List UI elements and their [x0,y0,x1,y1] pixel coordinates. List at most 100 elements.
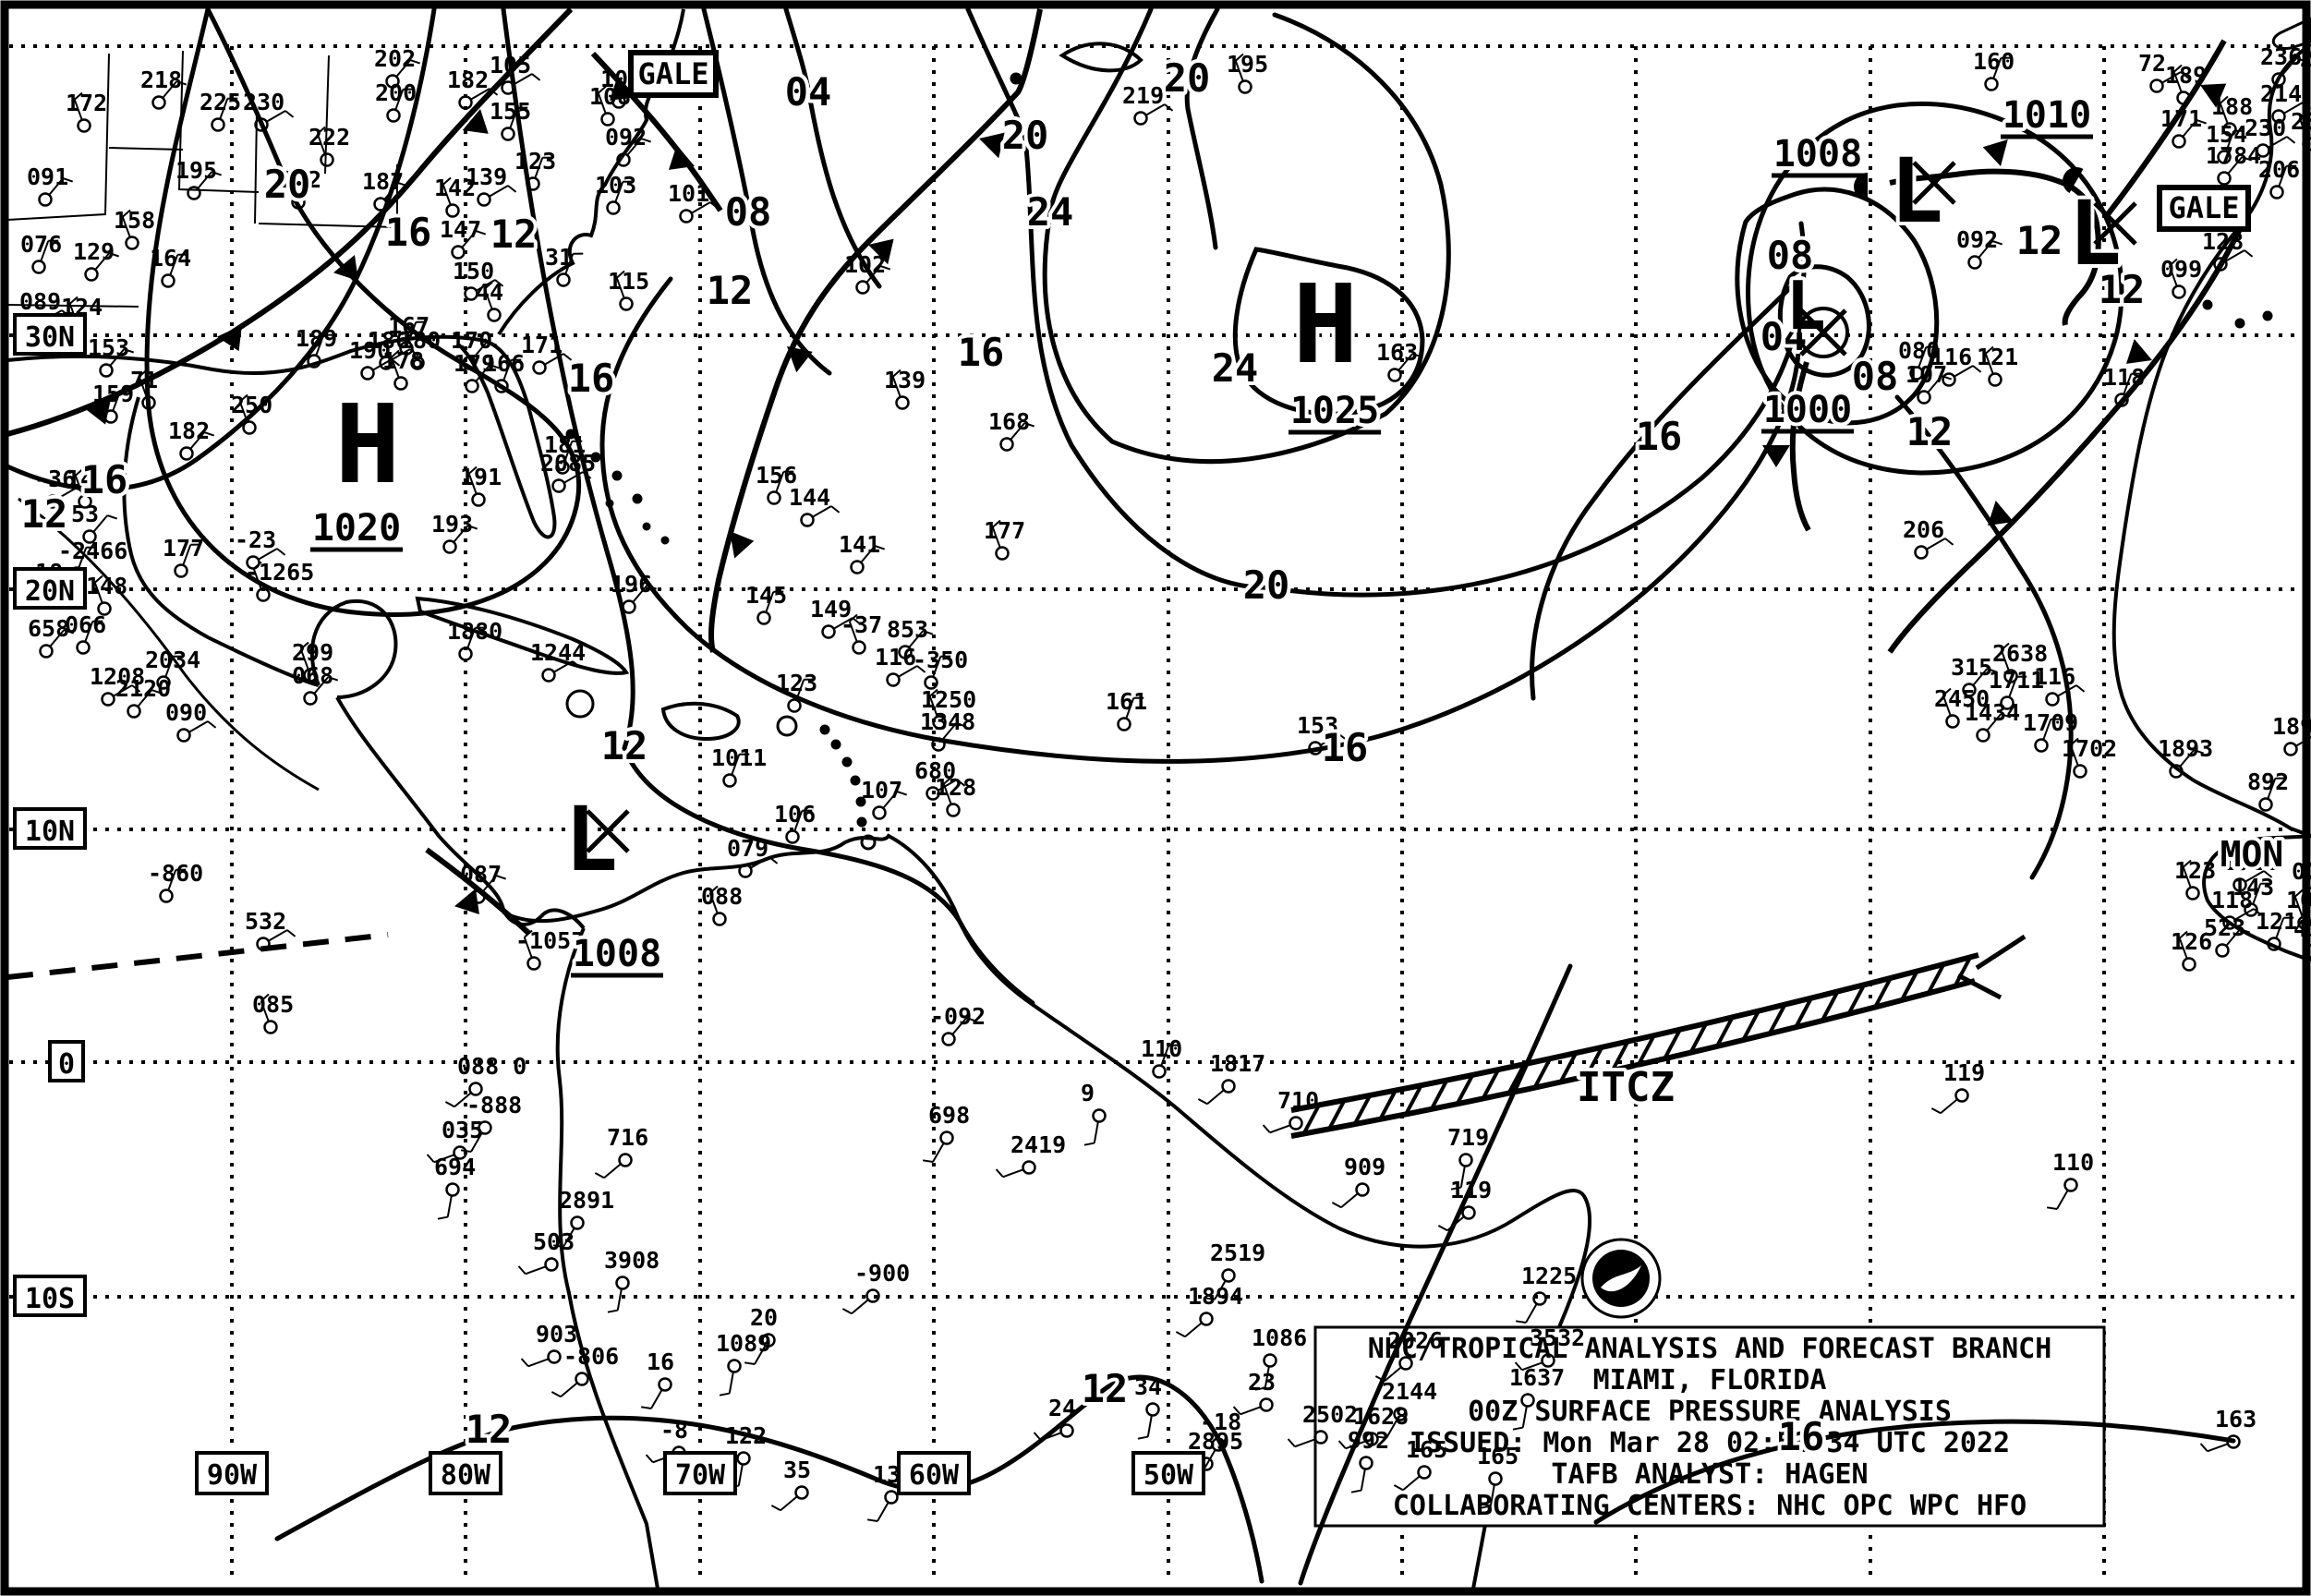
itcz-hatch-icon [1663,1029,1682,1059]
front-line [6,6,574,437]
wind-barb-feather-icon [2179,930,2188,939]
isobar-value-label: 20 [264,162,311,207]
station-value: 068 [292,662,333,689]
station-plot: 2120 [115,675,171,719]
station-plot: 143 [2232,874,2274,917]
mon-label: MON [2217,830,2288,878]
wind-barb-feather-icon [1350,1489,1361,1493]
station-circle-icon [2258,797,2273,812]
station-value: 2144 [1382,1378,1437,1405]
wind-barb-feather-icon [75,467,84,477]
station-value: 909 [1344,1154,1385,1180]
station-plot: 163 [1376,339,1423,382]
station-circle-icon [2217,171,2232,186]
pressure-value: 1000 [1763,389,1852,431]
station-circle-icon [619,296,634,311]
state-border [6,53,110,221]
wind-barb-icon [560,1382,578,1398]
wind-barb-icon [467,473,478,494]
station-value: 148 [86,573,127,599]
station-plot: -806 [551,1343,619,1398]
station-circle-icon [82,529,97,544]
station-circle-icon [125,236,139,250]
station-circle-icon [393,376,408,391]
isobar [701,6,832,376]
isobar [1894,394,2074,880]
wind-barb-icon [2123,373,2133,394]
station-plot: -860 [148,860,203,903]
wind-barb-feather-icon [286,929,296,937]
station-circle-icon [320,152,334,167]
station-value: 892 [2247,768,2289,795]
lat-label-box [13,1275,87,1317]
island [565,689,595,719]
station-plot: 315 [1951,654,1998,697]
wind-barb-feather-icon [866,1518,878,1522]
wind-barb-feather-icon [2286,136,2296,144]
itcz-hatch-icon [1873,977,1893,1008]
front-line [1789,361,1811,532]
front-line [1887,222,2245,654]
station-circle-icon [2182,957,2196,972]
station-circle-icon [941,1032,956,1046]
station-value: 163 [1376,339,1418,366]
isobar-value-label: 24 [1027,189,1074,235]
island [611,470,623,481]
wind-barb-icon [775,471,785,492]
station-circle-icon [2034,738,2049,753]
station-circle-icon [99,363,114,378]
station-plot: 1893 [2158,735,2213,779]
info-box-line: COLLABORATING CENTERS: NHC OPC WPC HFO [1393,1490,2027,1522]
station-value: 156 [756,462,797,489]
wind-barb-icon [2275,917,2285,938]
wind-barb-icon [603,1163,622,1179]
station-value: 144 [789,484,830,511]
station-plot: 103 [595,172,636,215]
itcz-hatch-icon [1927,963,1945,994]
station-value: 107 [861,777,902,804]
station-plot: 160 [1973,48,2015,91]
wind-barb-icon [527,1358,549,1368]
station-plot: 163 [2199,1406,2257,1453]
station-value: 141 [839,531,880,558]
station-plot: 698 [922,1102,970,1163]
station-circle-icon [303,668,318,683]
station-plot: 1637 [1509,1364,1565,1431]
station-value: 1817 [1210,1050,1265,1077]
station-value: 2891 [559,1187,614,1214]
grid-edge-labels: 30N 20N 10N 0 10S 90W 80W 70W 60W 50W [13,313,1205,1495]
isobar-value-label: 12 [466,1407,513,1452]
itcz-band-tail [1956,973,2002,1000]
station-plot: 1894 [1175,1283,1243,1338]
wind-barb-feather-icon [1944,538,1954,546]
itcz-hatch-icon [1847,985,1866,1014]
wind-barb-icon [78,547,88,568]
station-circle-icon [1488,1471,1503,1486]
wind-barb-feather-icon [1337,1440,1347,1449]
station-plot: 166 [483,350,525,393]
wind-barb-feather-icon [2169,258,2178,267]
wind-barb-feather-icon [123,348,135,354]
station-circle-icon [526,956,541,971]
wind-barb-icon [1954,365,1974,378]
wind-barb-icon [898,665,918,678]
wind-barb-feather-icon [239,393,248,403]
wind-barb-icon [1918,346,1928,368]
station-plot: 165 [1477,1443,1518,1509]
wind-barb-icon [1525,1303,1538,1324]
station-circle-icon [84,267,99,282]
station-value: 092 [1956,226,1998,253]
station-circle-icon [787,698,802,713]
station-plot: 9 [1081,1080,1107,1146]
lat-label: 0 [58,1048,75,1081]
wind-barb-icon [287,175,297,197]
wind-barb-icon [1360,1469,1366,1491]
station-value: -37 [841,611,882,638]
wind-barb-icon [406,336,417,357]
station-value: 195 [175,157,217,184]
station-circle-icon [1917,390,1931,405]
station-plot: 1086 [1252,1324,1307,1391]
wind-barb-feather-icon [1450,1186,1461,1191]
